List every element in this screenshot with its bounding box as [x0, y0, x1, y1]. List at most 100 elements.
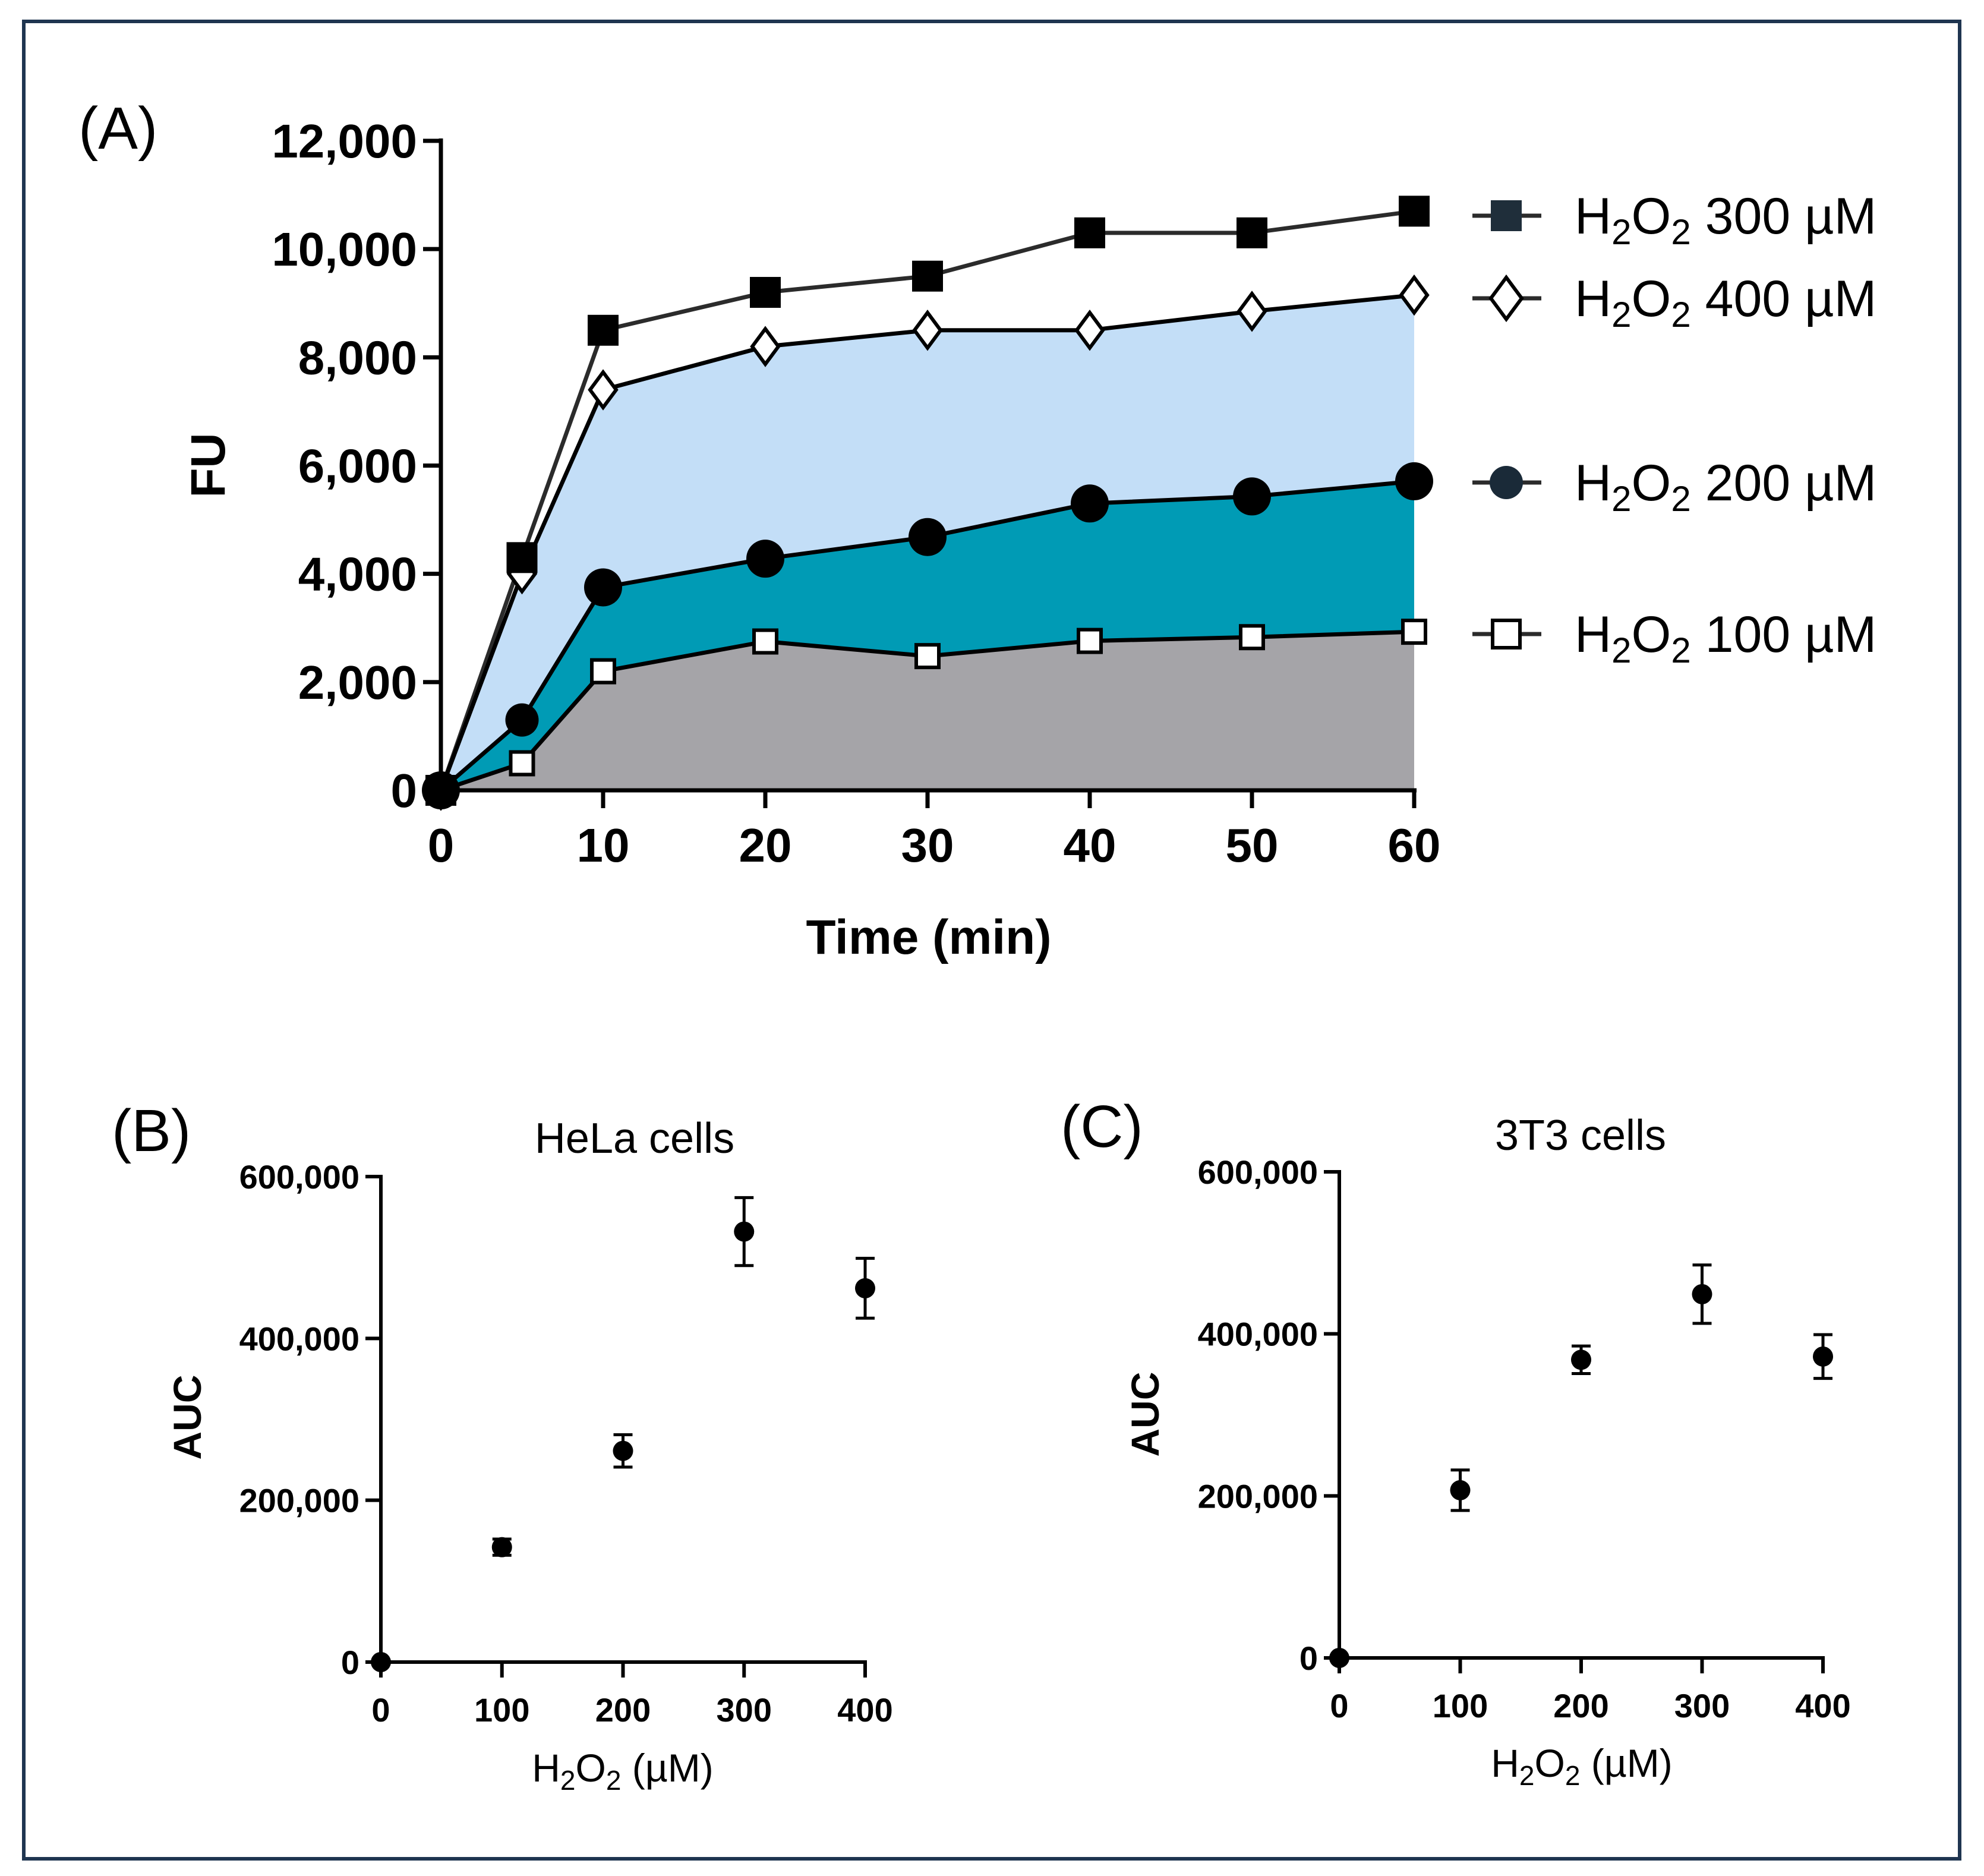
panel-c: (C) 3T3 cells AUC H2O2 (µM) 0 200,000 400,…	[1061, 1093, 1851, 1791]
data-point-h300	[912, 260, 943, 292]
series-line-h200	[439, 479, 1415, 792]
panel-b-x-tick-label: 300	[717, 1691, 772, 1729]
panel-a-legend: H2O2 300 µM H2O2 400 µM H2O2 200 µM H2O2 10…	[1472, 188, 1876, 670]
panel-a: (A) 0 2,000 4,000 6,000 8,000 10,000 12,000 0 10…	[78, 95, 1876, 964]
panel-b-y-tick-label: 0	[341, 1644, 359, 1681]
data-point-h300	[588, 314, 619, 346]
panel-a-y-tick-label: 2,000	[298, 656, 417, 709]
panel-b-data-point	[491, 1537, 512, 1557]
panel-b-points	[371, 1196, 875, 1672]
data-point-h400	[912, 310, 943, 351]
panel-a-markers	[422, 196, 1433, 811]
panel-c-title: 3T3 cells	[1495, 1112, 1666, 1159]
panel-a-areas	[441, 295, 1414, 790]
panel-c-x-tick-label: 0	[1330, 1687, 1348, 1724]
data-point-h300	[425, 775, 456, 806]
data-point-h300	[1074, 217, 1105, 248]
panel-c-data-point	[1813, 1346, 1833, 1367]
panel-a-x-axis-label: Time (min)	[806, 910, 1051, 964]
data-point-h100	[590, 658, 616, 685]
data-point-h200	[746, 540, 784, 578]
panel-b-data-point	[855, 1278, 875, 1298]
panel-c-data-point	[1692, 1284, 1712, 1304]
panel-b-x-tick-label: 0	[371, 1691, 390, 1729]
legend-marker-h200	[1490, 466, 1523, 499]
series-line-h100	[440, 629, 1415, 793]
panel-b-axes: 0 200,000 400,000 600,000 0 100 200 300 400	[239, 1158, 893, 1729]
panel-a-y-tick-label: 12,000	[272, 115, 417, 168]
panel-b-y-tick-label: 400,000	[239, 1320, 359, 1357]
panel-b-x-tick-label: 100	[474, 1691, 529, 1729]
panel-c-y-tick-label: 600,000	[1198, 1153, 1318, 1191]
data-point-h100	[914, 643, 941, 670]
panel-a-y-tick-label: 4,000	[298, 548, 417, 601]
data-point-h400	[1399, 274, 1430, 316]
panel-a-x-tick-label: 60	[1388, 819, 1441, 872]
panel-a-x-tick-label: 40	[1064, 819, 1116, 872]
data-point-h100	[1239, 624, 1265, 651]
panel-a-axes: 0 2,000 4,000 6,000 8,000 10,000 12,000 0 10 20 30…	[272, 115, 1440, 872]
panel-b-data-point	[613, 1440, 633, 1461]
data-point-h200	[1071, 484, 1109, 523]
panel-c-data-point	[1329, 1648, 1349, 1668]
panel-b: (B) HeLa cells AUC H2O2 (µM) 0 200,000 400…	[112, 1098, 893, 1796]
data-point-h300	[1399, 196, 1430, 227]
data-point-h100	[1077, 628, 1103, 654]
panel-a-y-tick-label: 0	[391, 764, 418, 817]
panel-c-data-point	[1450, 1480, 1471, 1500]
data-point-h300	[506, 542, 538, 573]
data-point-h200	[1395, 462, 1433, 500]
data-point-h300	[1237, 217, 1267, 248]
panel-c-y-tick-label: 400,000	[1198, 1316, 1318, 1353]
panel-b-data-point	[734, 1221, 755, 1242]
panel-a-lines	[439, 209, 1415, 793]
panel-b-y-tick-label: 600,000	[239, 1158, 359, 1196]
panel-c-label: (C)	[1061, 1093, 1143, 1160]
panel-b-data-point	[371, 1652, 391, 1672]
legend-marker-h400	[1488, 274, 1524, 323]
panel-a-y-axis-label: FU	[181, 433, 235, 497]
data-point-h400	[588, 369, 619, 411]
data-point-h200	[584, 568, 622, 607]
panel-a-x-tick-label: 20	[739, 819, 792, 872]
panel-a-label: (A)	[78, 95, 157, 162]
panel-c-y-tick-label: 200,000	[1198, 1477, 1318, 1515]
series-line-h300	[439, 209, 1415, 792]
panel-a-x-tick-label: 0	[428, 819, 455, 872]
panel-c-x-tick-label: 100	[1433, 1687, 1488, 1724]
data-point-h200	[1233, 477, 1271, 516]
panel-a-y-tick-label: 6,000	[298, 440, 417, 493]
panel-b-x-tick-label: 400	[837, 1691, 892, 1729]
figure-border	[22, 20, 1961, 1861]
panel-b-label: (B)	[112, 1098, 191, 1164]
legend-label-h300: H2O2 300 µM	[1575, 188, 1876, 252]
data-point-h200	[909, 518, 947, 556]
data-point-h100	[1401, 619, 1427, 645]
panel-c-x-tick-label: 300	[1674, 1687, 1730, 1724]
data-point-h100	[752, 628, 778, 655]
data-point-h400	[750, 326, 781, 367]
panel-b-x-tick-label: 200	[595, 1691, 651, 1729]
panel-b-x-axis-label: H2O2 (µM)	[532, 1746, 714, 1796]
area-h2o2-100	[441, 632, 1414, 790]
panel-c-points	[1329, 1263, 1833, 1668]
panel-c-x-tick-label: 200	[1553, 1687, 1608, 1724]
panel-c-y-axis-label: AUC	[1123, 1372, 1167, 1457]
panel-a-y-tick-label: 8,000	[298, 331, 417, 384]
panel-c-x-axis-label: H2O2 (µM)	[1491, 1741, 1673, 1791]
panel-b-y-axis-label: AUC	[165, 1375, 209, 1460]
data-point-h300	[750, 277, 781, 308]
legend-label-h200: H2O2 200 µM	[1575, 455, 1876, 519]
panel-c-x-tick-label: 400	[1795, 1687, 1850, 1724]
legend-label-h400: H2O2 400 µM	[1575, 270, 1876, 335]
legend-label-h100: H2O2 100 µM	[1575, 606, 1876, 670]
panel-a-x-tick-label: 10	[577, 819, 630, 872]
panel-a-x-tick-label: 30	[901, 819, 954, 872]
panel-a-x-tick-label: 50	[1226, 819, 1279, 872]
panel-b-title: HeLa cells	[535, 1115, 734, 1162]
data-point-h400	[1074, 310, 1105, 351]
data-point-h100	[509, 750, 535, 777]
panel-a-y-tick-label: 10,000	[272, 223, 417, 276]
legend-marker-h300	[1491, 200, 1522, 231]
